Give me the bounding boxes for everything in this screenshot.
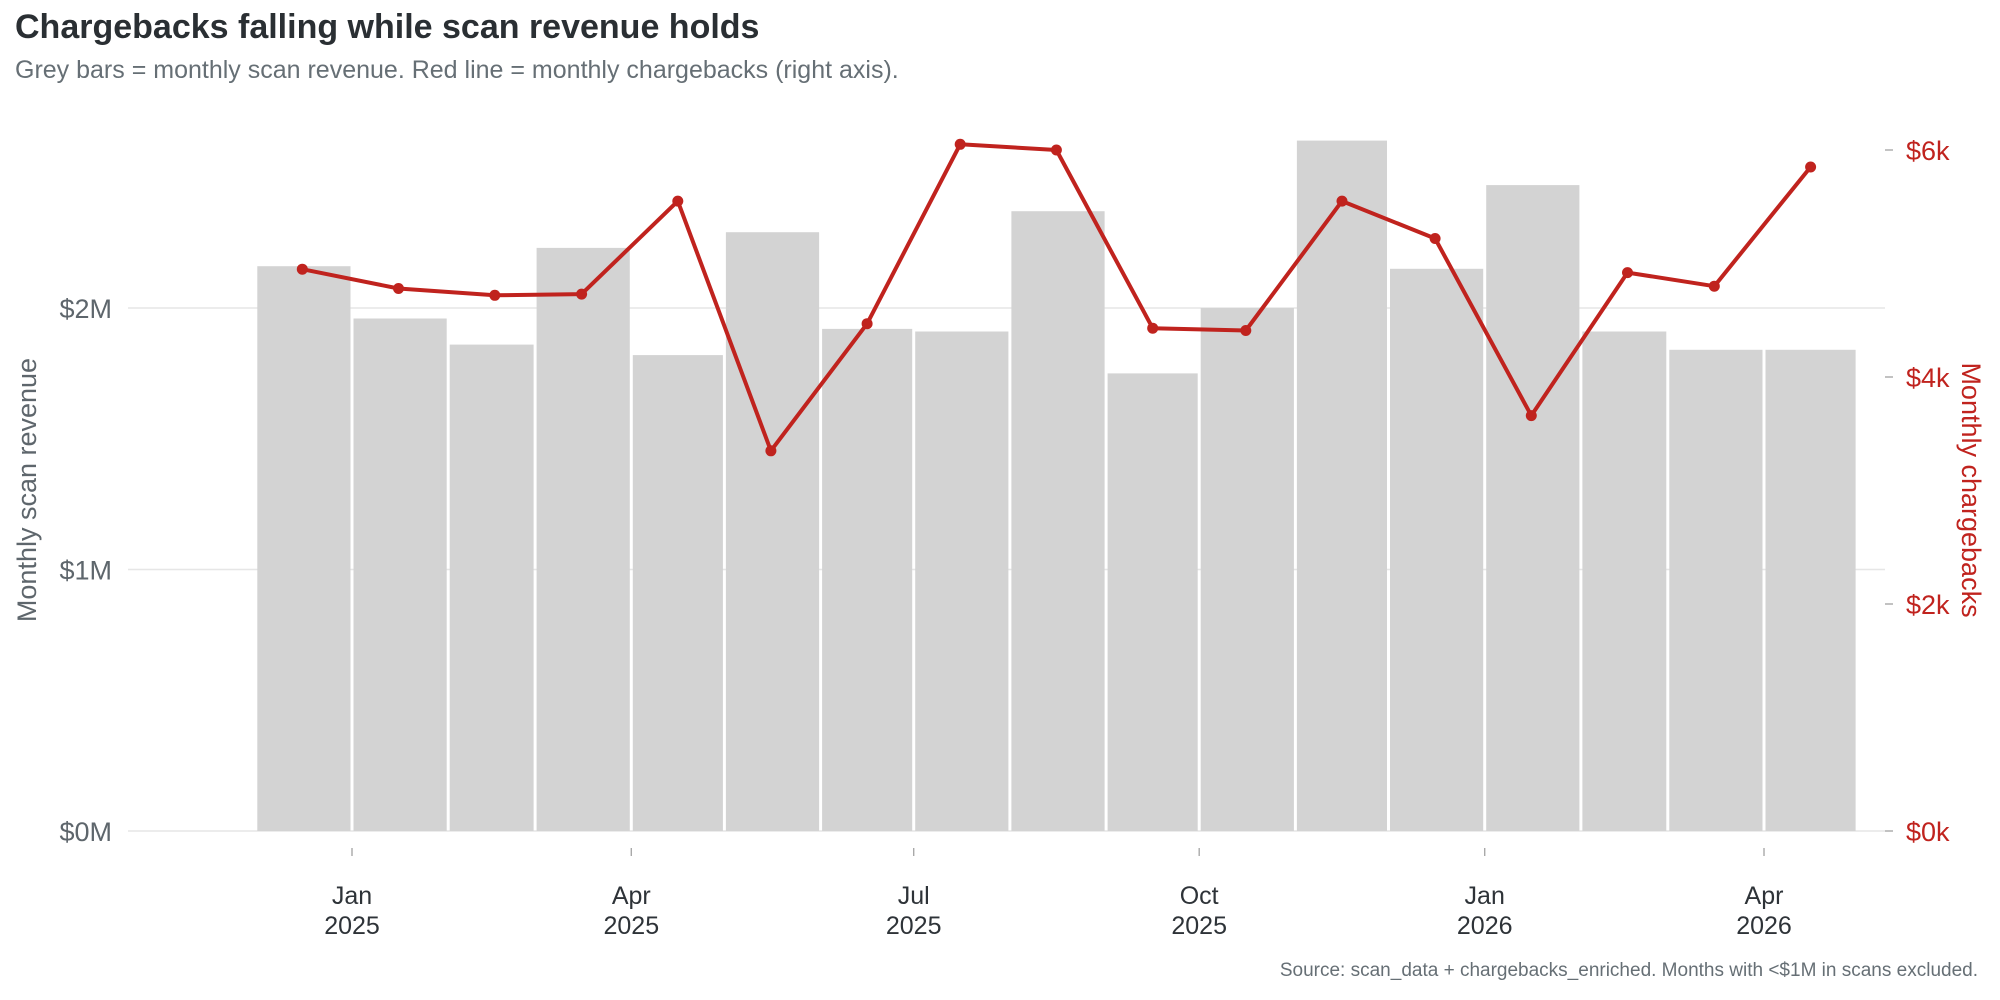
chargebacks-point xyxy=(296,263,308,275)
revenue-bar xyxy=(449,344,534,831)
revenue-bar xyxy=(1390,268,1484,831)
y-right-tick-label: $4k xyxy=(1906,363,1950,393)
x-tick-label-month: Jul xyxy=(898,882,930,910)
revenue-bar xyxy=(257,266,351,831)
y-axis-left-label: Monthly scan revenue xyxy=(12,358,42,622)
chart-caption: Source: scan_data + chargebacks_enriched… xyxy=(1279,960,1978,981)
x-tick-label-year: 2025 xyxy=(603,912,659,940)
chargebacks-point xyxy=(1147,322,1159,334)
revenue-bar xyxy=(822,328,913,831)
bars-layer xyxy=(257,140,1856,832)
x-tick-label-year: 2026 xyxy=(1457,912,1513,940)
revenue-bar xyxy=(632,355,723,831)
x-tick-label-month: Jan xyxy=(332,882,372,910)
chargebacks-point xyxy=(1336,195,1348,207)
y-left-tick-label: $2M xyxy=(59,294,112,324)
chargebacks-point xyxy=(1240,325,1252,336)
chargebacks-point xyxy=(672,195,684,207)
revenue-bar xyxy=(915,331,1009,831)
x-tick-label-year: 2026 xyxy=(1736,912,1792,940)
chargebacks-point xyxy=(765,445,777,457)
y-left-tick-label: $0M xyxy=(59,817,112,847)
axis-layer: $0M$1M$2M$0k$2k$4k$6kJan2025Apr2025Jul20… xyxy=(59,136,1950,940)
revenue-bar xyxy=(1107,373,1198,831)
chargebacks-point xyxy=(1429,233,1441,244)
x-tick-label-year: 2025 xyxy=(1171,912,1227,940)
x-tick-label-month: Oct xyxy=(1180,882,1219,910)
revenue-bar xyxy=(1582,331,1667,831)
chargebacks-point xyxy=(1805,161,1817,173)
x-tick-label-month: Apr xyxy=(612,882,651,910)
chart-subtitle: Grey bars = monthly scan revenue. Red li… xyxy=(15,56,899,84)
chart-title: Chargebacks falling while scan revenue h… xyxy=(15,8,760,46)
y-right-tick-label: $6k xyxy=(1906,136,1950,166)
revenue-bar xyxy=(1669,349,1763,831)
chargebacks-point xyxy=(954,138,966,150)
chargebacks-point xyxy=(1050,144,1062,156)
y-right-tick-label: $0k xyxy=(1906,817,1950,847)
chargebacks-point xyxy=(489,289,501,301)
chargebacks-point xyxy=(393,283,404,294)
y-left-tick-label: $1M xyxy=(59,556,112,586)
x-tick-label-month: Apr xyxy=(1745,882,1784,910)
x-tick-label-year: 2025 xyxy=(324,912,380,940)
chargebacks-point xyxy=(576,288,588,300)
revenue-bar xyxy=(1296,140,1387,832)
y-right-tick-label: $2k xyxy=(1906,590,1950,620)
revenue-bar xyxy=(1486,185,1580,832)
chargebacks-point xyxy=(1525,410,1537,422)
line-layer xyxy=(296,138,1817,457)
revenue-bar xyxy=(353,318,447,831)
x-tick-label-year: 2025 xyxy=(886,912,942,940)
y-axis-right-label: Monthly chargebacks xyxy=(1956,362,1986,617)
revenue-bar xyxy=(1011,211,1105,831)
chargebacks-point xyxy=(1708,280,1720,292)
chargebacks-point xyxy=(1622,267,1633,279)
revenue-bar xyxy=(1765,349,1856,831)
revenue-bar xyxy=(725,232,820,831)
revenue-bar xyxy=(536,247,630,831)
x-tick-label-month: Jan xyxy=(1465,882,1505,910)
revenue-bar xyxy=(1200,308,1294,831)
chargebacks-point xyxy=(861,318,873,330)
